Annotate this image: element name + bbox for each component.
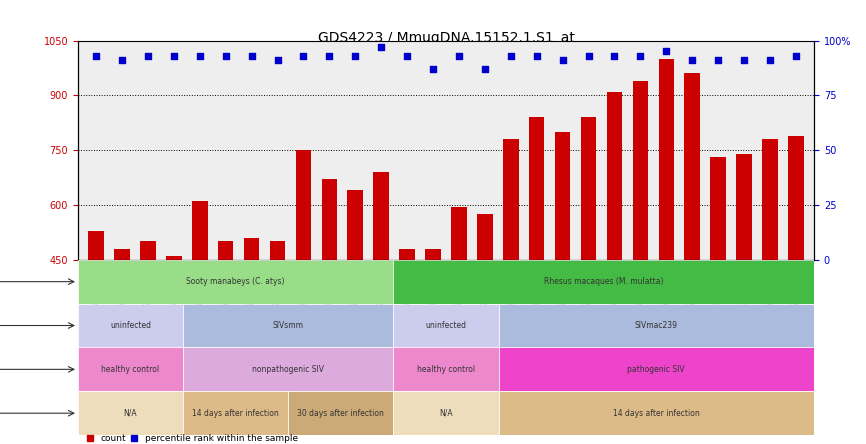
Bar bbox=[555, 132, 571, 260]
Text: uninfected: uninfected bbox=[110, 321, 151, 330]
Text: 30 days after infection: 30 days after infection bbox=[297, 408, 385, 418]
Bar bbox=[321, 179, 337, 260]
Bar bbox=[529, 117, 545, 260]
FancyBboxPatch shape bbox=[183, 391, 288, 435]
Point bbox=[374, 44, 388, 51]
Text: pathogenic SIV: pathogenic SIV bbox=[628, 365, 685, 374]
Bar bbox=[736, 154, 752, 260]
Bar bbox=[373, 172, 389, 260]
Bar bbox=[477, 214, 493, 260]
Text: nonpathogenic SIV: nonpathogenic SIV bbox=[252, 365, 324, 374]
Point bbox=[193, 52, 207, 59]
Text: 14 days after infection: 14 days after infection bbox=[192, 408, 279, 418]
Point bbox=[582, 52, 596, 59]
FancyBboxPatch shape bbox=[78, 304, 183, 348]
Text: SIVmac239: SIVmac239 bbox=[635, 321, 678, 330]
Text: healthy control: healthy control bbox=[417, 365, 475, 374]
Point bbox=[245, 52, 259, 59]
Point bbox=[167, 52, 181, 59]
Bar bbox=[762, 139, 778, 260]
Point bbox=[789, 52, 803, 59]
Text: Rhesus macaques (M. mulatta): Rhesus macaques (M. mulatta) bbox=[544, 277, 663, 286]
Point bbox=[89, 52, 103, 59]
Bar bbox=[295, 150, 311, 260]
FancyBboxPatch shape bbox=[393, 348, 499, 391]
Bar bbox=[140, 242, 156, 260]
Text: Sooty manabeys (C. atys): Sooty manabeys (C. atys) bbox=[186, 277, 285, 286]
Bar bbox=[269, 242, 285, 260]
Bar bbox=[710, 158, 726, 260]
Point bbox=[348, 52, 362, 59]
Bar bbox=[684, 73, 700, 260]
Point bbox=[478, 65, 492, 72]
Point bbox=[452, 52, 466, 59]
Text: 14 days after infection: 14 days after infection bbox=[613, 408, 700, 418]
Text: N/A: N/A bbox=[124, 408, 138, 418]
FancyBboxPatch shape bbox=[78, 391, 183, 435]
Bar bbox=[607, 91, 623, 260]
Point bbox=[711, 57, 725, 64]
Bar bbox=[425, 249, 441, 260]
FancyBboxPatch shape bbox=[499, 348, 814, 391]
FancyBboxPatch shape bbox=[183, 348, 393, 391]
FancyBboxPatch shape bbox=[78, 348, 183, 391]
Bar bbox=[658, 59, 674, 260]
Bar bbox=[788, 135, 804, 260]
Bar bbox=[399, 249, 415, 260]
Bar bbox=[347, 190, 363, 260]
Point bbox=[270, 57, 284, 64]
Text: healthy control: healthy control bbox=[101, 365, 159, 374]
Bar bbox=[114, 249, 130, 260]
Point bbox=[115, 57, 129, 64]
Legend: count, percentile rank within the sample: count, percentile rank within the sample bbox=[82, 431, 302, 444]
Bar bbox=[192, 201, 208, 260]
FancyBboxPatch shape bbox=[393, 391, 499, 435]
Point bbox=[530, 52, 544, 59]
FancyBboxPatch shape bbox=[499, 391, 814, 435]
Bar bbox=[88, 230, 104, 260]
Bar bbox=[244, 238, 260, 260]
Point bbox=[141, 52, 155, 59]
Point bbox=[763, 57, 777, 64]
Point bbox=[400, 52, 414, 59]
Text: N/A: N/A bbox=[439, 408, 453, 418]
Point bbox=[504, 52, 518, 59]
FancyBboxPatch shape bbox=[78, 260, 393, 304]
Bar bbox=[451, 207, 467, 260]
FancyBboxPatch shape bbox=[393, 260, 814, 304]
Point bbox=[322, 52, 336, 59]
Bar bbox=[218, 242, 234, 260]
FancyBboxPatch shape bbox=[183, 304, 393, 348]
FancyBboxPatch shape bbox=[499, 304, 814, 348]
Bar bbox=[581, 117, 597, 260]
Point bbox=[608, 52, 622, 59]
Point bbox=[556, 57, 570, 64]
Point bbox=[659, 48, 673, 55]
Text: GDS4223 / MmugDNA.15152.1.S1_at: GDS4223 / MmugDNA.15152.1.S1_at bbox=[318, 31, 574, 45]
Text: uninfected: uninfected bbox=[425, 321, 467, 330]
Bar bbox=[166, 256, 182, 260]
Bar bbox=[503, 139, 519, 260]
Bar bbox=[632, 81, 648, 260]
Text: SIVsmm: SIVsmm bbox=[273, 321, 304, 330]
Point bbox=[737, 57, 751, 64]
FancyBboxPatch shape bbox=[288, 391, 393, 435]
Point bbox=[219, 52, 233, 59]
FancyBboxPatch shape bbox=[393, 304, 499, 348]
Point bbox=[685, 57, 699, 64]
Point bbox=[633, 52, 647, 59]
Point bbox=[426, 65, 440, 72]
Point bbox=[296, 52, 310, 59]
